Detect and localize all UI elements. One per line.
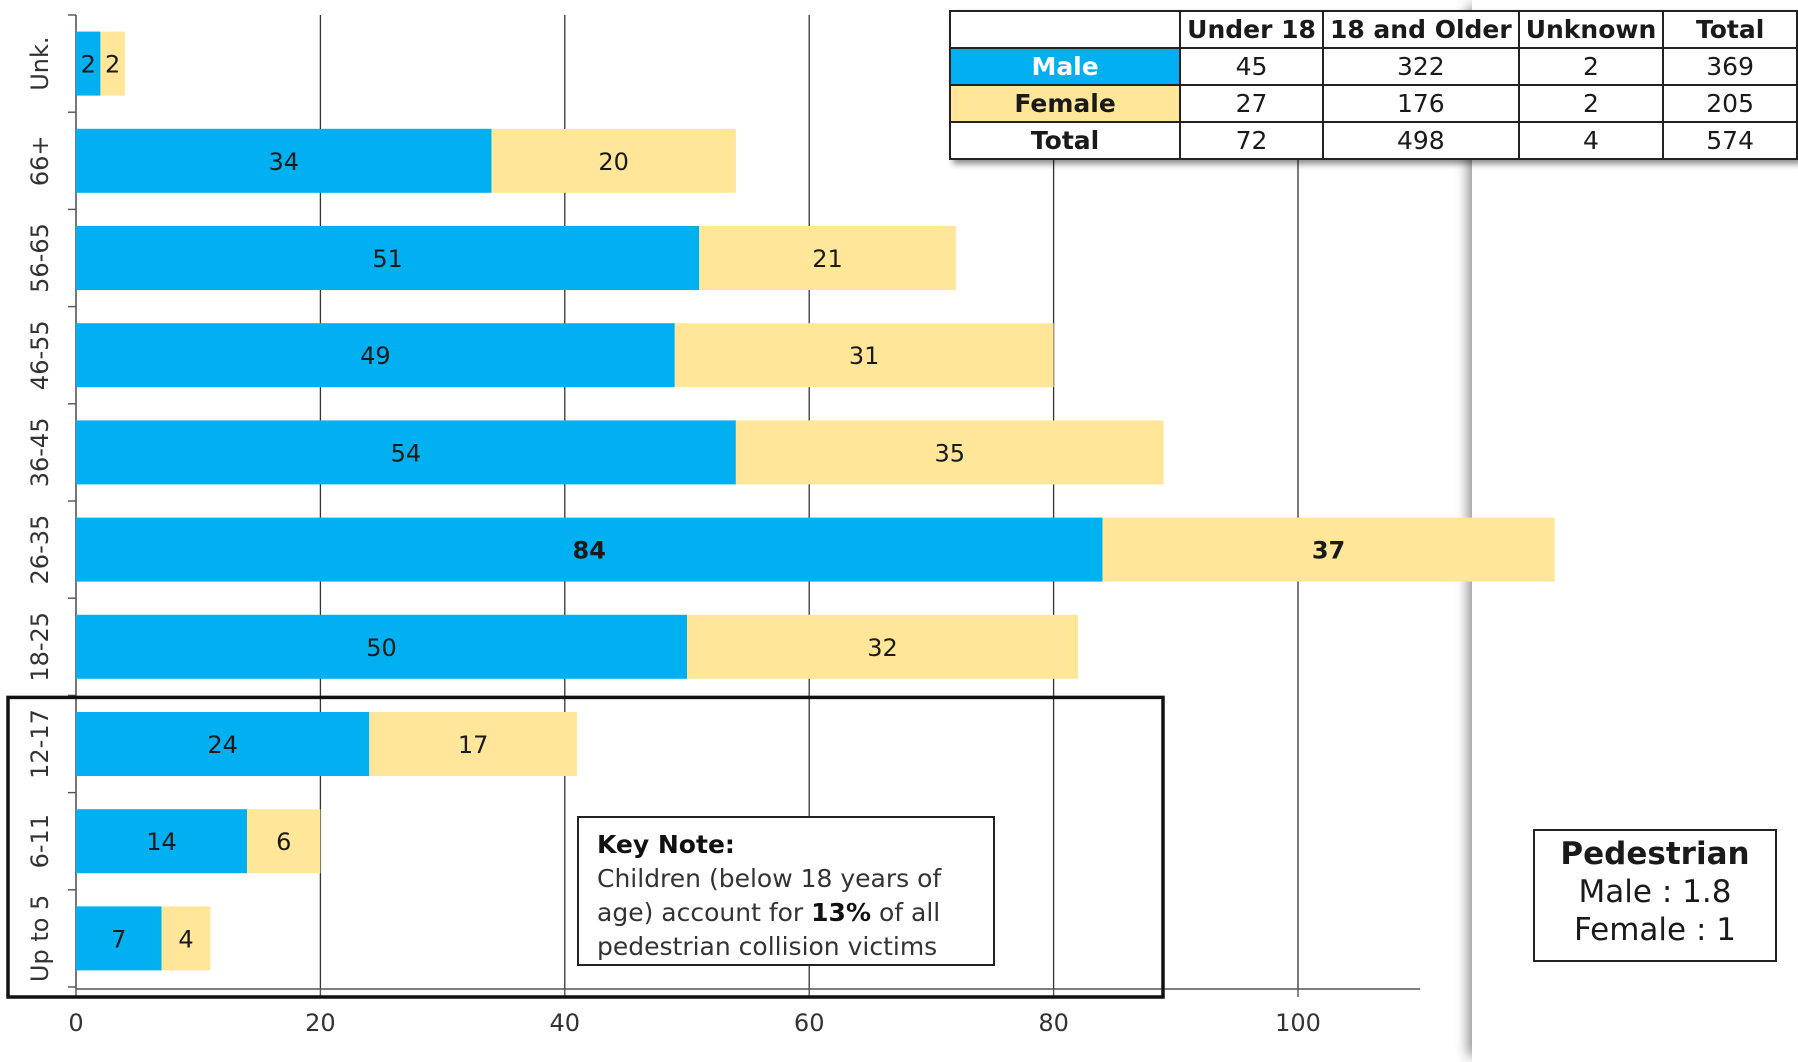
bar-segment (247, 809, 321, 874)
x-tick-label: 100 (1275, 1009, 1321, 1037)
table-header-cell: Unknown (1517, 10, 1665, 49)
table-cell: 2 (1517, 84, 1665, 123)
ratio-female: Female : 1 (1574, 912, 1736, 948)
bar-segment (369, 712, 578, 776)
bar-segment (76, 809, 248, 874)
key-note-emphasis: 13% (811, 898, 871, 927)
table-header-cell (948, 10, 1182, 49)
category-label: 18-25 (26, 612, 54, 682)
bar-value-label: 21 (812, 245, 843, 273)
x-tick-label: 40 (550, 1009, 581, 1037)
category-label: 6-11 (26, 814, 54, 868)
bar-value-label: 7 (111, 925, 126, 953)
bar-segment (76, 31, 101, 96)
bar-segment (1102, 517, 1555, 582)
bar-segment (76, 614, 687, 679)
bar-segment (674, 323, 1054, 388)
bar-value-label: 2 (105, 51, 120, 79)
bar-segment (699, 226, 956, 290)
bar-value-label: 32 (867, 634, 898, 662)
bar-value-label: 17 (458, 731, 489, 759)
x-tick-label: 80 (1038, 1009, 1069, 1037)
x-tick-label: 0 (68, 1009, 83, 1037)
table-row-total: Total 72 498 4 574 (948, 121, 1798, 160)
bar-segment (161, 906, 211, 971)
bar-value-label: 14 (146, 828, 177, 856)
table-cell: 27 (1179, 84, 1324, 123)
bar-segment (491, 128, 736, 193)
bar-value-label: 50 (366, 634, 397, 662)
category-label: 12-17 (26, 709, 54, 779)
bar-value-label: 35 (934, 439, 965, 467)
table-cell: 72 (1179, 121, 1324, 160)
ratio-male: Male : 1.8 (1578, 874, 1732, 910)
table-cell: 369 (1662, 47, 1798, 86)
bar-value-label: 24 (207, 731, 238, 759)
category-label: 36-45 (26, 418, 54, 488)
category-label: 66+ (26, 135, 54, 186)
bar-segment (76, 906, 162, 971)
ratio-title: Pedestrian (1560, 836, 1750, 872)
table-cell: 322 (1321, 47, 1520, 86)
table-cell: 205 (1662, 84, 1798, 123)
bar-value-label: 54 (391, 439, 422, 467)
category-label: 26-35 (26, 515, 54, 585)
table-row-male: Male 45 322 2 369 (948, 47, 1798, 86)
key-note-text-after: of all pedestrian collision victims (597, 898, 941, 961)
table-header-cell: 18 and Older (1321, 10, 1520, 49)
bar-segment (76, 323, 675, 388)
bar-value-label: 31 (849, 342, 880, 370)
table-header-row: Under 18 18 and Older Unknown Total (948, 10, 1798, 49)
x-tick-label: 20 (305, 1009, 336, 1037)
category-label: 46-55 (26, 320, 54, 390)
bar-segment (76, 128, 492, 193)
table-row-female: Female 27 176 2 205 (948, 84, 1798, 123)
key-note-box: Key Note: Children (below 18 years of ag… (577, 816, 995, 966)
bar-segment (76, 712, 370, 776)
children-highlight-box (6, 695, 1165, 999)
summary-table: Under 18 18 and Older Unknown Total Male… (948, 10, 1798, 160)
table-cell: 45 (1179, 47, 1324, 86)
bar-value-label: 2 (81, 51, 96, 79)
table-header-cell: Under 18 (1179, 10, 1324, 49)
category-label: Up to 5 (26, 895, 54, 982)
category-label: 56-65 (26, 223, 54, 293)
bar-segment (100, 31, 125, 96)
bar-value-label: 34 (268, 148, 299, 176)
bar-value-label: 51 (372, 245, 403, 273)
table-cell: 574 (1662, 121, 1798, 160)
table-row-label: Male (948, 47, 1182, 86)
category-label: Unk. (26, 36, 54, 90)
bar-value-label: 37 (1312, 537, 1345, 565)
bar-segment (76, 226, 700, 290)
table-cell: 2 (1517, 47, 1665, 86)
table-cell: 176 (1321, 84, 1520, 123)
x-tick-label: 60 (794, 1009, 825, 1037)
bar-value-label: 20 (598, 148, 629, 176)
bar-segment (76, 420, 736, 485)
table-header-cell: Total (1662, 10, 1798, 49)
bar-value-label: 6 (276, 828, 291, 856)
table-cell: 4 (1517, 121, 1665, 160)
table-row-label: Female (948, 84, 1182, 123)
key-note-title: Key Note: (597, 830, 735, 859)
table-row-label: Total (948, 121, 1182, 160)
bar-segment (76, 517, 1103, 582)
ratio-box: Pedestrian Male : 1.8 Female : 1 (1533, 829, 1777, 962)
bar-segment (735, 420, 1164, 485)
bar-segment (687, 614, 1079, 679)
table-cell: 498 (1321, 121, 1520, 160)
bar-value-label: 49 (360, 342, 391, 370)
bar-value-label: 4 (178, 925, 193, 953)
key-note-text-before: Children (below 18 years of age) account… (597, 864, 942, 927)
bar-value-label: 84 (573, 537, 606, 565)
